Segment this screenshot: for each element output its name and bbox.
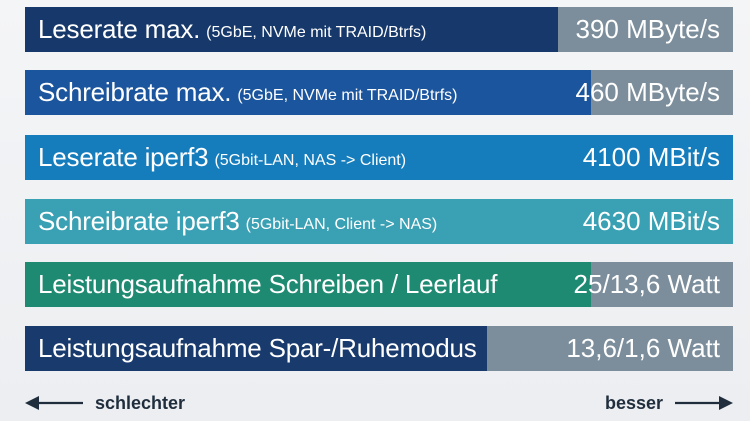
footer-left-group: schlechter: [25, 389, 185, 417]
bar-label-note: (5Gbit-LAN, NAS -> Client): [214, 151, 407, 169]
footer-right-group: besser: [605, 389, 733, 417]
footer-right-label: besser: [604, 392, 663, 413]
bar-chart: Leserate max. (5GbE, NVMe mit TRAID/Btrf…: [25, 0, 733, 421]
bar-label-group: Schreibrate max. (5GbE, NVMe mit TRAID/B…: [38, 70, 458, 115]
chart-row: Leserate iperf3 (5Gbit-LAN, NAS -> Clien…: [25, 135, 733, 180]
bar-label: Leistungsaufnahme Spar-/Ruhemodus: [38, 333, 477, 363]
bar-label-note: (5GbE, NVMe mit TRAID/Btrfs): [237, 86, 458, 104]
bar-label: Leserate max.: [38, 14, 201, 44]
bar-fill: [25, 135, 733, 180]
arrow-right-icon: [675, 396, 733, 410]
bar-label-group: Leserate iperf3 (5Gbit-LAN, NAS -> Clien…: [38, 135, 406, 180]
bar-label: Schreibrate max.: [38, 77, 232, 107]
footer-left-label: schlechter: [95, 392, 186, 413]
bar-label-group: Leistungsaufnahme Spar-/Ruhemodus: [38, 326, 483, 371]
bar-label-group: Leistungsaufnahme Schreiben / Leerlauf: [38, 262, 503, 307]
bar-value: 13,6/1,6 Watt: [566, 333, 720, 363]
bar-label-note: (5GbE, NVMe mit TRAID/Btrfs): [206, 23, 427, 41]
bar-label-note: (5Gbit-LAN, Client -> NAS): [245, 215, 438, 233]
bar-value: 25/13,6 Watt: [573, 269, 720, 299]
bar-label: Leserate iperf3: [38, 142, 209, 172]
bar-fill: [25, 199, 733, 244]
bar-value: 4630 MBit/s: [582, 206, 720, 236]
chart-row: Leserate max. (5GbE, NVMe mit TRAID/Btrf…: [25, 7, 733, 52]
arrow-left-icon: [25, 396, 83, 410]
bar-fill: [25, 70, 591, 115]
bar-value: 390 MByte/s: [575, 14, 720, 44]
chart-row: Schreibrate iperf3 (5Gbit-LAN, Client ->…: [25, 199, 733, 244]
chart-row: Schreibrate max. (5GbE, NVMe mit TRAID/B…: [25, 70, 733, 115]
bar-fill: [25, 262, 591, 307]
bar-value: 460 MByte/s: [575, 77, 720, 107]
bar-value: 4100 MBit/s: [582, 142, 720, 172]
bar-label: Leistungsaufnahme Schreiben / Leerlauf: [38, 269, 498, 299]
chart-row: Leistungsaufnahme Schreiben / Leerlauf 2…: [25, 262, 733, 307]
bar-fill: [25, 326, 487, 371]
chart-footer: schlechter besser: [25, 389, 733, 417]
bar-label: Schreibrate iperf3: [38, 206, 240, 236]
bar-label-group: Schreibrate iperf3 (5Gbit-LAN, Client ->…: [38, 199, 437, 244]
chart-row: Leistungsaufnahme Spar-/Ruhemodus 13,6/1…: [25, 326, 733, 371]
bar-fill: [25, 7, 559, 52]
bar-label-group: Leserate max. (5GbE, NVMe mit TRAID/Btrf…: [38, 7, 426, 52]
